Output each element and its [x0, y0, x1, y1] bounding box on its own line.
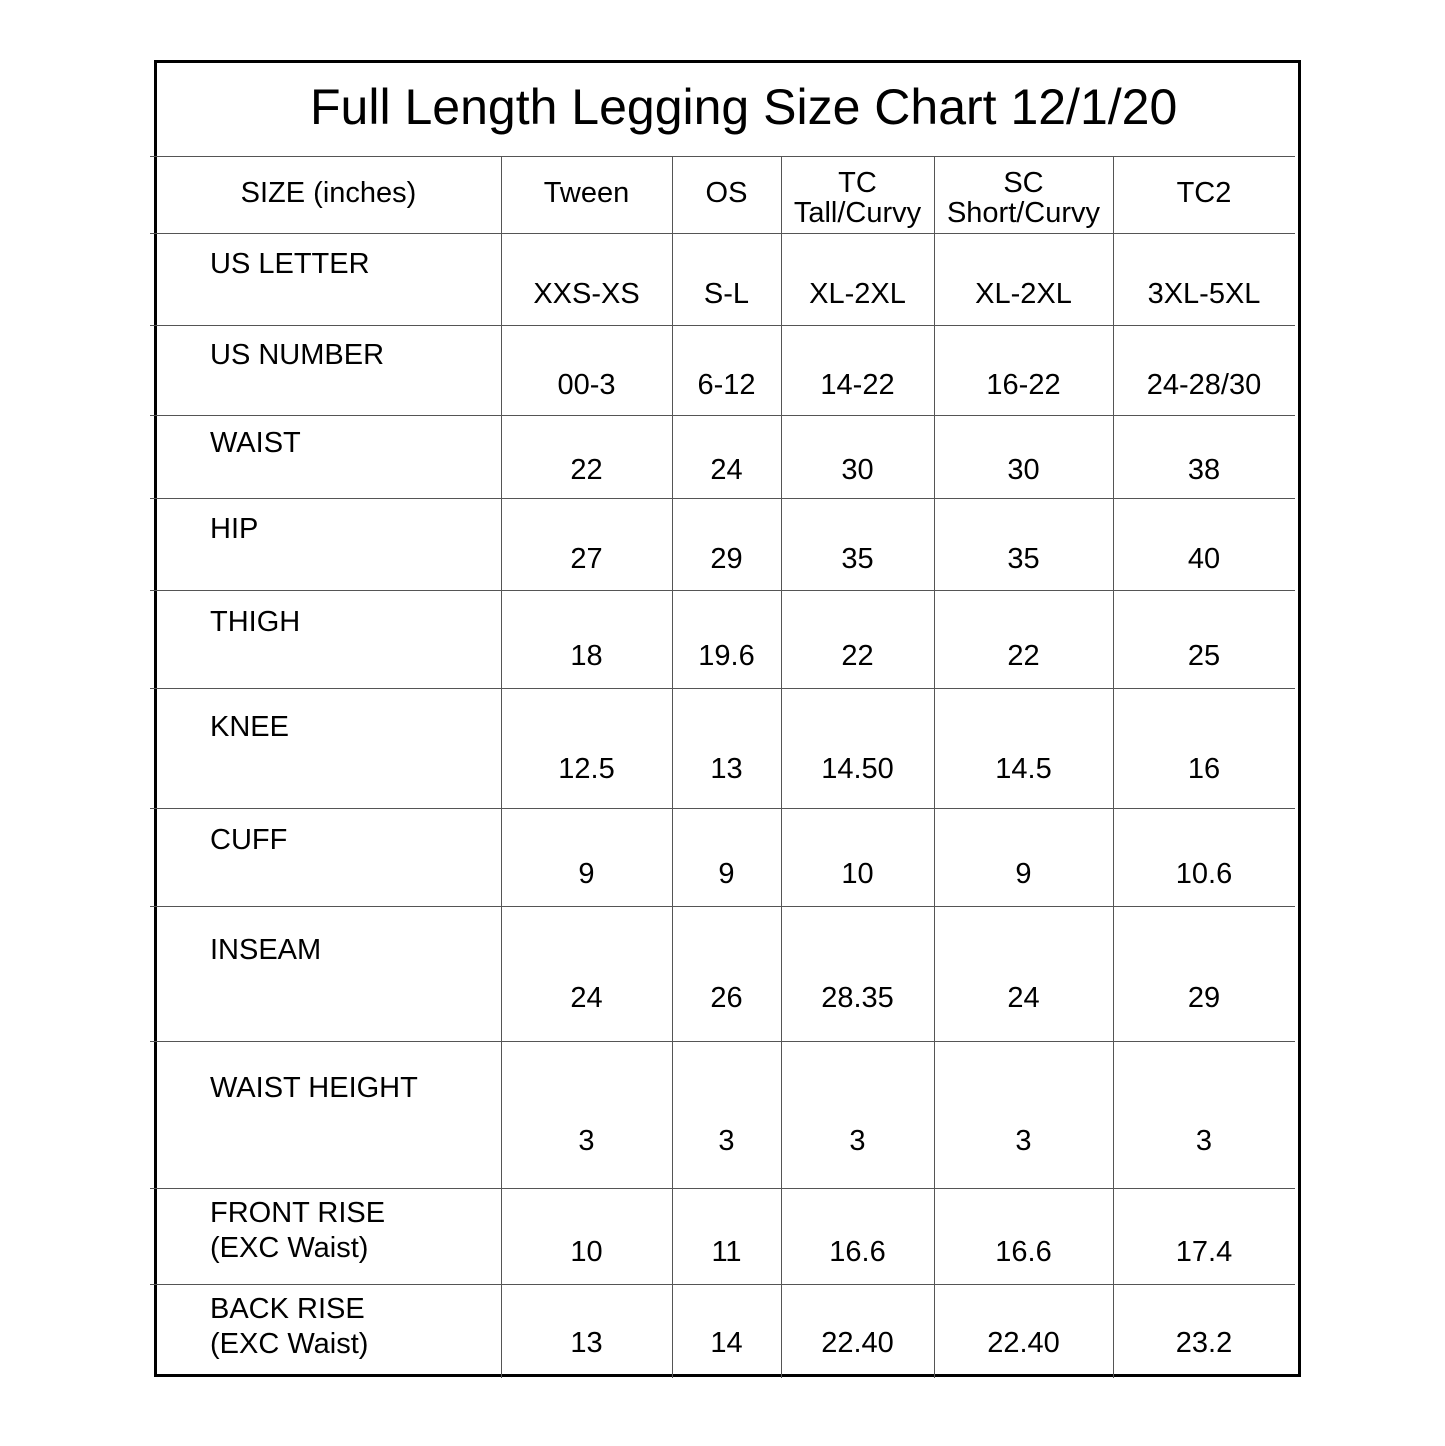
column-divider [934, 156, 935, 1378]
table-cell: 16-22 [986, 369, 1061, 401]
table-cell: 24-28/30 [1146, 369, 1262, 401]
table-cell: 3 [849, 1124, 866, 1157]
table-cell: 14 [710, 1326, 743, 1359]
row-label: US NUMBER [210, 339, 385, 371]
row-label: WAIST HEIGHT [210, 1072, 418, 1105]
column-divider [501, 156, 502, 1378]
table-cell: 29 [710, 543, 743, 576]
table-cell: 23.2 [1175, 1326, 1233, 1359]
row-divider [150, 906, 1295, 907]
row-divider [150, 498, 1295, 499]
table-cell: 9 [578, 857, 595, 890]
table-cell: 30 [1007, 454, 1040, 487]
row-divider [150, 1188, 1295, 1189]
row-label: KNEE [210, 711, 289, 743]
row-label: WAIST [210, 426, 301, 459]
table-cell: 25 [1187, 639, 1221, 672]
size-chart-border [154, 60, 1301, 1377]
table-cell: 18 [570, 639, 603, 672]
table-cell: XXS-XS [533, 278, 640, 311]
row-divider [150, 415, 1295, 416]
row-label: FRONT RISE (EXC Waist) [210, 1197, 386, 1264]
table-cell: 9 [1015, 857, 1032, 890]
table-cell: 3XL-5XL [1147, 278, 1261, 311]
table-cell: 11 [711, 1236, 742, 1269]
table-cell: 13 [570, 1326, 603, 1359]
table-cell: 35 [841, 543, 874, 576]
table-cell: 3 [1195, 1124, 1213, 1157]
row-divider [150, 325, 1295, 326]
row-divider [150, 688, 1295, 689]
row-divider [150, 590, 1295, 591]
column-header: SC Short/Curvy [946, 167, 1101, 230]
table-cell: 26 [710, 981, 743, 1014]
table-cell: 38 [1187, 454, 1221, 487]
table-cell: 3 [718, 1124, 735, 1157]
table-cell: 22.40 [987, 1326, 1060, 1359]
row-label: THIGH [210, 606, 301, 639]
table-cell: 16.6 [995, 1236, 1052, 1269]
table-cell: 10 [841, 857, 874, 890]
table-cell: 22 [1007, 639, 1040, 672]
table-cell: 14.5 [995, 753, 1052, 785]
table-cell: S-L [703, 278, 750, 311]
table-cell: 22.40 [821, 1326, 894, 1359]
row-label: US LETTER [210, 247, 370, 280]
table-cell: 28.35 [821, 981, 894, 1014]
table-cell: 16.6 [829, 1236, 886, 1269]
column-header: SIZE (inches) [240, 177, 417, 209]
table-cell: 14.50 [821, 753, 894, 785]
column-header: Tween [543, 177, 630, 209]
table-cell: 24 [1007, 981, 1040, 1014]
table-cell: 22 [570, 454, 603, 487]
table-cell: 24 [570, 981, 603, 1014]
column-divider [672, 156, 673, 1378]
table-cell: 3 [1015, 1124, 1032, 1157]
table-cell: 40 [1187, 543, 1221, 576]
row-label: INSEAM [210, 933, 322, 966]
table-cell: 30 [841, 454, 874, 487]
table-cell: 22 [841, 639, 874, 672]
table-cell: 17.4 [1175, 1236, 1233, 1269]
table-cell: 12.5 [558, 753, 615, 785]
row-divider [150, 233, 1295, 234]
table-cell: 00-3 [557, 369, 616, 401]
table-cell: XL-2XL [809, 278, 906, 311]
row-divider [150, 808, 1295, 809]
column-header: OS [705, 177, 748, 209]
row-label: HIP [210, 512, 259, 545]
table-cell: 10 [570, 1236, 603, 1269]
table-cell: XL-2XL [975, 278, 1072, 311]
column-header: TC Tall/Curvy [793, 167, 922, 230]
table-cell: 3 [578, 1124, 595, 1157]
row-label: BACK RISE (EXC Waist) [210, 1293, 369, 1360]
table-cell: 6-12 [697, 369, 756, 401]
row-divider [150, 1284, 1295, 1285]
row-divider [150, 1041, 1295, 1042]
column-divider [781, 156, 782, 1378]
row-label: CUFF [210, 824, 288, 857]
table-cell: 9 [718, 857, 735, 890]
row-divider [150, 156, 1295, 157]
column-header: TC2 [1176, 177, 1232, 209]
table-cell: 19.6 [698, 639, 755, 672]
table-cell: 13 [710, 753, 743, 785]
table-cell: 24 [710, 454, 743, 487]
table-cell: 29 [1187, 981, 1221, 1014]
table-cell: 35 [1007, 543, 1040, 576]
table-cell: 16 [1187, 753, 1221, 785]
table-cell: 27 [570, 543, 603, 576]
table-cell: 14-22 [820, 369, 895, 401]
table-cell: 10.6 [1175, 857, 1233, 890]
column-divider [1113, 156, 1114, 1378]
chart-title: Full Length Legging Size Chart 12/1/20 [310, 79, 1178, 135]
